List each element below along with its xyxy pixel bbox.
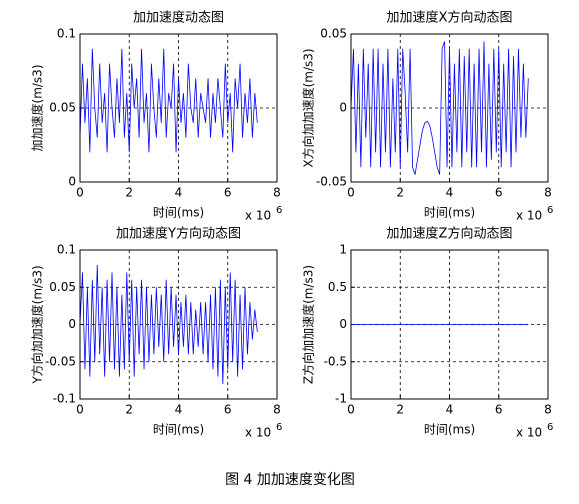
- x-tick-label: 8: [273, 403, 281, 417]
- y-axis-label: Z方向加加速度(m/s3): [301, 265, 316, 384]
- x-multiplier: x 10: [516, 426, 542, 440]
- x-tick-label: 6: [224, 403, 232, 417]
- x-tick-label: 8: [544, 403, 552, 417]
- y-tick-label: 0.1: [57, 27, 76, 41]
- x-axis-label: 时间(ms): [424, 423, 475, 437]
- x-multiplier: x 10: [516, 209, 542, 223]
- x-exponent: 6: [276, 422, 282, 433]
- x-multiplier: x 10: [245, 426, 271, 440]
- y-tick-label: 0.05: [49, 101, 76, 115]
- x-tick-label: 4: [175, 186, 183, 200]
- x-tick-label: 0: [347, 403, 355, 417]
- x-axis-label: 时间(ms): [153, 206, 204, 220]
- y-tick-label: -0.05: [316, 175, 347, 189]
- x-tick-label: 6: [495, 186, 503, 200]
- x-tick-label: 2: [125, 186, 133, 200]
- y-tick-label: 0.05: [49, 280, 76, 294]
- y-axis-label: Y方向加加速度(m/s3): [30, 265, 45, 384]
- y-tick-label: -1: [335, 392, 347, 406]
- x-axis-label: 时间(ms): [153, 423, 204, 437]
- y-tick-label: 1: [339, 243, 347, 257]
- x-tick-label: 2: [396, 403, 404, 417]
- caption: 图 4 加加速度变化图: [225, 472, 355, 488]
- axes-box: [79, 33, 278, 183]
- x-tick-label: 6: [495, 403, 503, 417]
- x-exponent: 6: [547, 205, 553, 216]
- y-tick-label: 0.05: [320, 27, 347, 41]
- y-tick-label: 0.1: [57, 243, 76, 257]
- x-tick-label: 6: [224, 186, 232, 200]
- x-axis-label: 时间(ms): [424, 206, 475, 220]
- y-axis-label: 加加速度(m/s3): [30, 65, 45, 152]
- x-tick-label: 8: [544, 186, 552, 200]
- chart-title: 加加速度Y方向动态图: [116, 226, 241, 242]
- x-tick-label: 4: [446, 403, 454, 417]
- x-exponent: 6: [276, 205, 282, 216]
- x-tick-label: 0: [347, 186, 355, 200]
- x-tick-label: 8: [273, 186, 281, 200]
- x-tick-label: 2: [125, 403, 133, 417]
- chart-title: 加加速度Z方向动态图: [387, 226, 513, 242]
- x-tick-label: 4: [446, 186, 454, 200]
- y-tick-label: -0.1: [53, 392, 76, 406]
- y-tick-label: 0: [339, 317, 347, 331]
- data-line: [79, 48, 258, 153]
- y-tick-label: 0: [68, 175, 76, 189]
- data-line: [79, 264, 258, 385]
- x-tick-label: 2: [396, 186, 404, 200]
- x-tick-label: 0: [76, 186, 84, 200]
- x-exponent: 6: [547, 422, 553, 433]
- axes-box: [79, 249, 278, 400]
- axes-box: [350, 33, 549, 183]
- axes-box: [350, 249, 549, 400]
- chart-title: 加加速度X方向动态图: [387, 10, 513, 26]
- y-axis-label: X方向加加速度(m/s3): [301, 48, 316, 167]
- x-tick-label: 0: [76, 403, 84, 417]
- y-tick-label: -0.5: [324, 354, 347, 368]
- x-multiplier: x 10: [245, 209, 271, 223]
- chart-title: 加加速度动态图: [133, 10, 224, 26]
- y-tick-label: 0.5: [328, 280, 347, 294]
- y-tick-label: 0: [339, 101, 347, 115]
- x-tick-label: 4: [175, 403, 183, 417]
- data-line: [350, 41, 529, 175]
- y-tick-label: -0.05: [45, 354, 76, 368]
- y-tick-label: 0: [68, 317, 76, 331]
